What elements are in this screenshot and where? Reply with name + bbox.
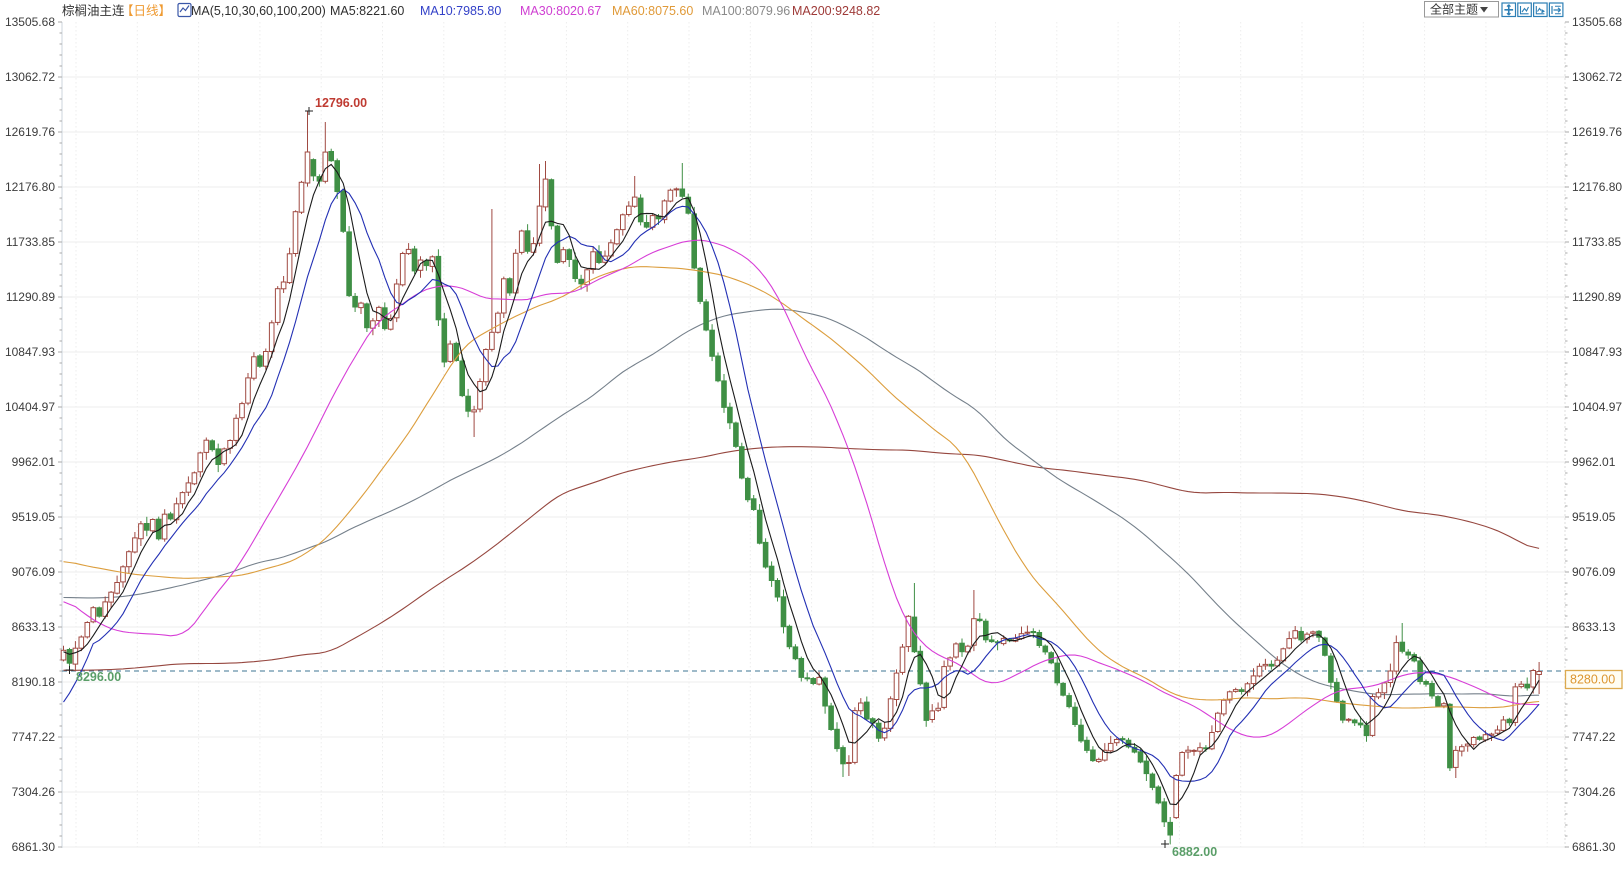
svg-text:【日线】: 【日线】 — [121, 4, 171, 18]
svg-text:MA200:9248.82: MA200:9248.82 — [792, 4, 880, 18]
svg-text:7747.22: 7747.22 — [12, 730, 56, 744]
svg-text:MA30:8020.67: MA30:8020.67 — [520, 4, 601, 18]
svg-text:11733.85: 11733.85 — [1572, 235, 1621, 249]
svg-text:MA5:8221.60: MA5:8221.60 — [330, 4, 404, 18]
svg-text:12796.00: 12796.00 — [315, 96, 367, 110]
svg-text:13505.68: 13505.68 — [5, 15, 55, 29]
svg-text:9962.01: 9962.01 — [12, 455, 56, 469]
svg-text:8633.13: 8633.13 — [1572, 620, 1616, 634]
svg-text:6861.30: 6861.30 — [12, 840, 56, 854]
svg-text:8280.00: 8280.00 — [1570, 673, 1615, 687]
svg-text:12619.76: 12619.76 — [1572, 125, 1622, 139]
svg-text:7304.26: 7304.26 — [1572, 785, 1616, 799]
svg-text:8633.13: 8633.13 — [12, 620, 56, 634]
svg-text:13505.68: 13505.68 — [1572, 15, 1622, 29]
svg-text:9519.05: 9519.05 — [12, 510, 56, 524]
svg-text:9519.05: 9519.05 — [1572, 510, 1616, 524]
svg-text:13062.72: 13062.72 — [1572, 70, 1622, 84]
svg-text:13062.72: 13062.72 — [5, 70, 55, 84]
svg-text:9076.09: 9076.09 — [12, 565, 56, 579]
svg-text:8296.00: 8296.00 — [76, 670, 121, 684]
svg-text:MA100:8079.96: MA100:8079.96 — [702, 4, 790, 18]
svg-text:全部主题: 全部主题 — [1430, 2, 1478, 17]
svg-text:6882.00: 6882.00 — [1172, 845, 1217, 859]
svg-text:10847.93: 10847.93 — [1572, 345, 1622, 359]
svg-text:棕榈油主连: 棕榈油主连 — [62, 3, 125, 18]
svg-text:6861.30: 6861.30 — [1572, 840, 1616, 854]
svg-text:8190.18: 8190.18 — [12, 675, 56, 689]
svg-text:10404.97: 10404.97 — [1572, 400, 1622, 414]
svg-text:12176.80: 12176.80 — [1572, 180, 1622, 194]
svg-text:11733.85: 11733.85 — [6, 235, 55, 249]
svg-text:MA(5,10,30,60,100,200): MA(5,10,30,60,100,200) — [191, 4, 326, 18]
svg-text:12619.76: 12619.76 — [5, 125, 55, 139]
svg-text:7304.26: 7304.26 — [12, 785, 56, 799]
svg-text:MA60:8075.60: MA60:8075.60 — [612, 4, 693, 18]
svg-text:11290.89: 11290.89 — [6, 290, 55, 304]
svg-text:12176.80: 12176.80 — [5, 180, 55, 194]
svg-text:10847.93: 10847.93 — [5, 345, 55, 359]
svg-text:MA10:7985.80: MA10:7985.80 — [420, 4, 501, 18]
svg-text:7747.22: 7747.22 — [1572, 730, 1616, 744]
svg-text:10404.97: 10404.97 — [5, 400, 55, 414]
svg-text:11290.89: 11290.89 — [1572, 290, 1621, 304]
svg-text:9962.01: 9962.01 — [1572, 455, 1616, 469]
svg-text:9076.09: 9076.09 — [1572, 565, 1616, 579]
